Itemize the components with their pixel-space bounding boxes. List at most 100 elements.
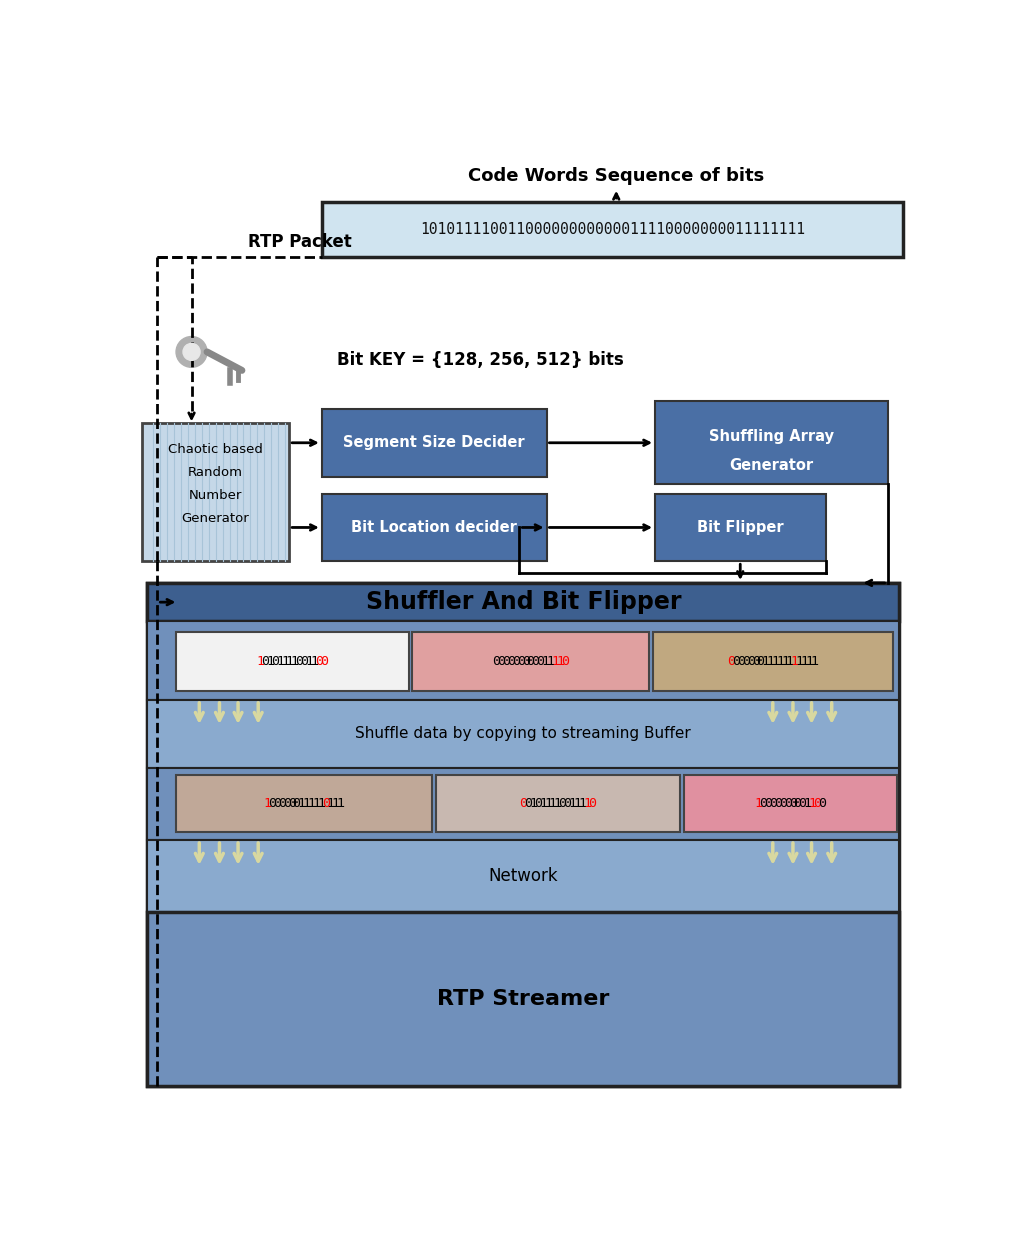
- Text: 0: 0: [322, 797, 330, 810]
- Text: 0: 0: [502, 655, 510, 669]
- Text: 1: 1: [276, 655, 284, 669]
- Text: Generator: Generator: [729, 458, 813, 473]
- Text: Shuffle data by copying to streaming Buffer: Shuffle data by copying to streaming Buf…: [355, 726, 691, 741]
- FancyBboxPatch shape: [322, 202, 903, 258]
- Text: 1: 1: [808, 797, 816, 810]
- Text: 0: 0: [498, 655, 505, 669]
- Text: 1: 1: [312, 797, 321, 810]
- Text: 0: 0: [563, 797, 571, 810]
- Text: 0: 0: [769, 797, 777, 810]
- Text: 0: 0: [273, 797, 281, 810]
- Text: 1: 1: [776, 655, 784, 669]
- Text: 0: 0: [788, 797, 797, 810]
- Text: 1: 1: [281, 655, 289, 669]
- Text: 1: 1: [810, 655, 818, 669]
- Text: 0: 0: [321, 655, 328, 669]
- Text: 1: 1: [544, 797, 552, 810]
- Text: 0: 0: [794, 797, 802, 810]
- Text: 1: 1: [554, 797, 562, 810]
- Circle shape: [183, 344, 200, 360]
- Text: 1: 1: [785, 655, 794, 669]
- Text: 1: 1: [305, 655, 313, 669]
- Text: 1: 1: [263, 797, 271, 810]
- Text: 1: 1: [556, 655, 564, 669]
- Circle shape: [176, 336, 207, 367]
- FancyBboxPatch shape: [147, 583, 899, 621]
- Text: 1: 1: [549, 797, 557, 810]
- Text: 1: 1: [762, 655, 769, 669]
- Text: 1: 1: [542, 655, 549, 669]
- Text: Bit Flipper: Bit Flipper: [697, 520, 783, 535]
- Text: 0: 0: [268, 797, 276, 810]
- Text: 0: 0: [742, 655, 750, 669]
- Text: 1: 1: [337, 797, 344, 810]
- Text: 0: 0: [779, 797, 786, 810]
- Text: 0: 0: [507, 655, 515, 669]
- Text: 0: 0: [727, 655, 735, 669]
- Text: 1: 1: [573, 797, 582, 810]
- Text: 0: 0: [512, 655, 520, 669]
- Text: 0: 0: [535, 797, 542, 810]
- Text: 0: 0: [588, 797, 596, 810]
- Text: Generator: Generator: [181, 513, 250, 525]
- Text: 0: 0: [526, 655, 535, 669]
- FancyBboxPatch shape: [652, 632, 893, 691]
- Text: 1: 1: [310, 655, 318, 669]
- Text: 0: 0: [283, 797, 291, 810]
- FancyBboxPatch shape: [147, 583, 899, 1087]
- Text: 1: 1: [583, 797, 591, 810]
- Text: 0: 0: [261, 655, 269, 669]
- Text: 1: 1: [291, 655, 299, 669]
- FancyBboxPatch shape: [147, 700, 899, 768]
- FancyBboxPatch shape: [176, 776, 432, 833]
- FancyBboxPatch shape: [435, 776, 680, 833]
- Text: 1: 1: [266, 655, 274, 669]
- Text: 0: 0: [746, 655, 755, 669]
- Text: 1: 1: [755, 797, 763, 810]
- Text: 1: 1: [568, 797, 577, 810]
- Text: RTP Streamer: RTP Streamer: [437, 989, 609, 1008]
- Text: 1: 1: [257, 655, 264, 669]
- Text: Bit KEY = {128, 256, 512} bits: Bit KEY = {128, 256, 512} bits: [337, 351, 624, 369]
- Text: 0: 0: [799, 797, 807, 810]
- Text: 0: 0: [315, 655, 324, 669]
- FancyBboxPatch shape: [655, 401, 888, 484]
- Text: 0: 0: [561, 655, 568, 669]
- Text: Bit Location decider: Bit Location decider: [351, 520, 517, 535]
- Text: 1: 1: [286, 655, 294, 669]
- Text: 1: 1: [298, 797, 305, 810]
- Text: 1: 1: [529, 797, 538, 810]
- Text: 0: 0: [774, 797, 782, 810]
- Text: 1: 1: [791, 655, 799, 669]
- Text: 1: 1: [766, 655, 774, 669]
- Text: 0: 0: [519, 797, 527, 810]
- Text: 1: 1: [327, 797, 335, 810]
- Text: 10101111001100000000000011110000000011111111: 1010111100110000000000001111000000001111…: [420, 222, 805, 237]
- Text: 0: 0: [531, 655, 540, 669]
- Text: Shuffling Array: Shuffling Array: [709, 430, 834, 444]
- Text: 1: 1: [579, 797, 586, 810]
- Text: 0: 0: [293, 797, 301, 810]
- FancyBboxPatch shape: [413, 632, 649, 691]
- Text: 0: 0: [752, 655, 760, 669]
- Text: 0: 0: [300, 655, 308, 669]
- FancyBboxPatch shape: [147, 911, 899, 1087]
- Text: 1: 1: [781, 655, 790, 669]
- Text: 0: 0: [783, 797, 792, 810]
- Text: 1: 1: [317, 797, 325, 810]
- Text: Code Words Sequence of bits: Code Words Sequence of bits: [468, 167, 764, 186]
- Text: 0: 0: [288, 797, 296, 810]
- FancyBboxPatch shape: [147, 621, 899, 700]
- Text: 1: 1: [771, 655, 779, 669]
- Text: 0: 0: [732, 655, 740, 669]
- FancyBboxPatch shape: [322, 408, 547, 477]
- FancyBboxPatch shape: [176, 632, 409, 691]
- FancyBboxPatch shape: [142, 423, 289, 561]
- FancyBboxPatch shape: [147, 768, 899, 840]
- Text: 0: 0: [493, 655, 501, 669]
- Text: Shuffler And Bit Flipper: Shuffler And Bit Flipper: [366, 590, 681, 614]
- Text: 1: 1: [307, 797, 315, 810]
- Text: 0: 0: [559, 797, 566, 810]
- Text: Number: Number: [188, 489, 243, 503]
- Text: 0: 0: [522, 655, 529, 669]
